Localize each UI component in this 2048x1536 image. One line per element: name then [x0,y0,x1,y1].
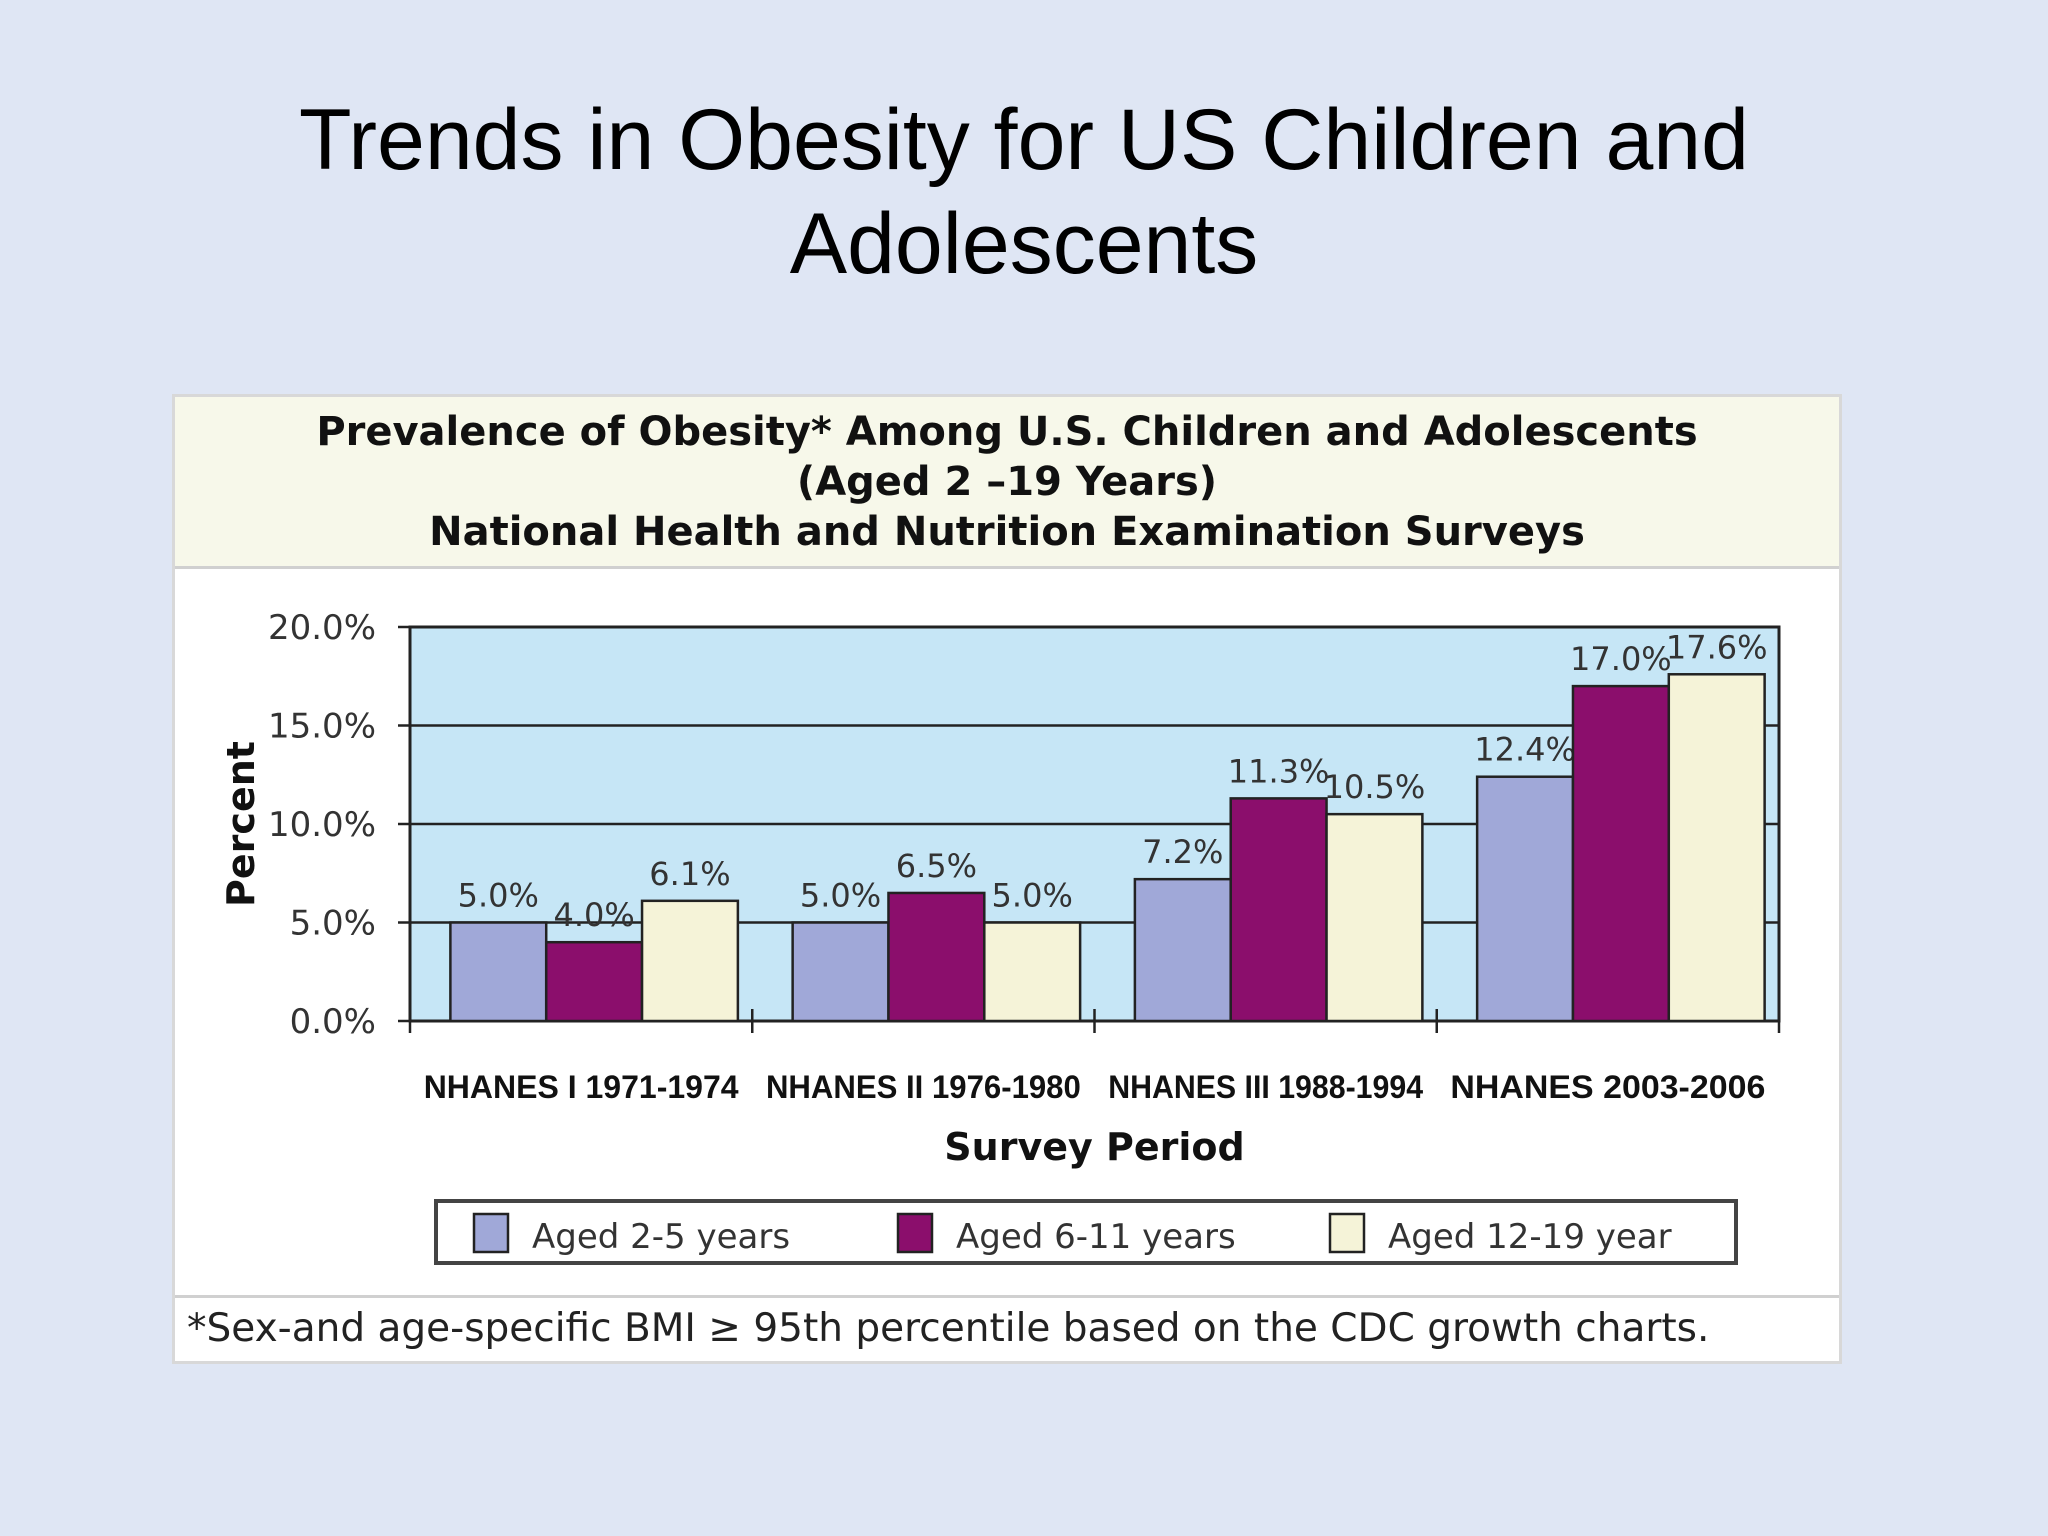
slide-title-line2: Adolescents [789,196,1259,292]
data-label: 4.0% [553,896,634,934]
footnote: *Sex-and age-specific BMI ≥ 95th percent… [175,1295,1839,1361]
y-tick-label: 10.0% [268,805,376,845]
data-label: 5.0% [800,877,881,915]
legend-swatch [472,1212,510,1254]
bar [887,891,986,1023]
y-axis-label: Percent [219,741,263,907]
data-label: 10.5% [1324,768,1426,806]
legend-label: Aged 12-19 year [1388,1217,1672,1257]
legend-swatch [1328,1212,1366,1254]
x-tick-label: NHANES I 1971-1974 [424,1069,739,1105]
y-tick-label: 15.0% [268,707,376,747]
data-label: 5.0% [458,877,539,915]
data-label: 5.0% [992,877,1073,915]
bar [1229,797,1328,1023]
chart-title-line3: National Health and Nutrition Examinatio… [429,509,1585,555]
x-tick-label: NHANES III 1988-1994 [1108,1069,1423,1105]
data-label: 6.1% [649,855,730,893]
bar [1571,684,1671,1023]
bar [544,940,644,1023]
bar [983,921,1082,1023]
bar [1133,877,1232,1023]
bar [1475,775,1575,1023]
bar [1325,812,1424,1023]
chart-title: Prevalence of Obesity* Among U.S. Childr… [175,397,1839,569]
data-label: 6.5% [896,847,977,885]
y-tick-label: 0.0% [290,1002,376,1042]
bar [449,921,548,1023]
y-tick-label: 5.0% [290,904,376,944]
chart-title-line2: (Aged 2 –19 Years) [796,459,1218,505]
bar [640,899,740,1023]
x-tick-label: NHANES 2003-2006 [1450,1069,1765,1105]
legend-label: Aged 2-5 years [532,1217,790,1257]
data-label: 17.0% [1570,640,1672,678]
slide-title-line1: Trends in Obesity for US Children and [299,92,1749,188]
data-label: 12.4% [1474,731,1576,769]
slide-title: Trends in Obesity for US Children and Ad… [0,88,2048,296]
legend-label: Aged 6-11 years [956,1217,1236,1257]
x-tick-label: NHANES II 1976-1980 [766,1069,1081,1105]
legend-swatch [896,1212,934,1254]
chart-title-line1: Prevalence of Obesity* Among U.S. Childr… [316,409,1698,455]
x-axis-label: Survey Period [944,1125,1244,1169]
y-tick-label: 20.0% [268,608,376,648]
data-label: 17.6% [1666,628,1768,666]
legend [434,1199,1738,1265]
bar [1667,673,1766,1023]
bar [791,921,890,1023]
data-label: 7.2% [1142,833,1223,871]
data-label: 11.3% [1228,752,1330,790]
